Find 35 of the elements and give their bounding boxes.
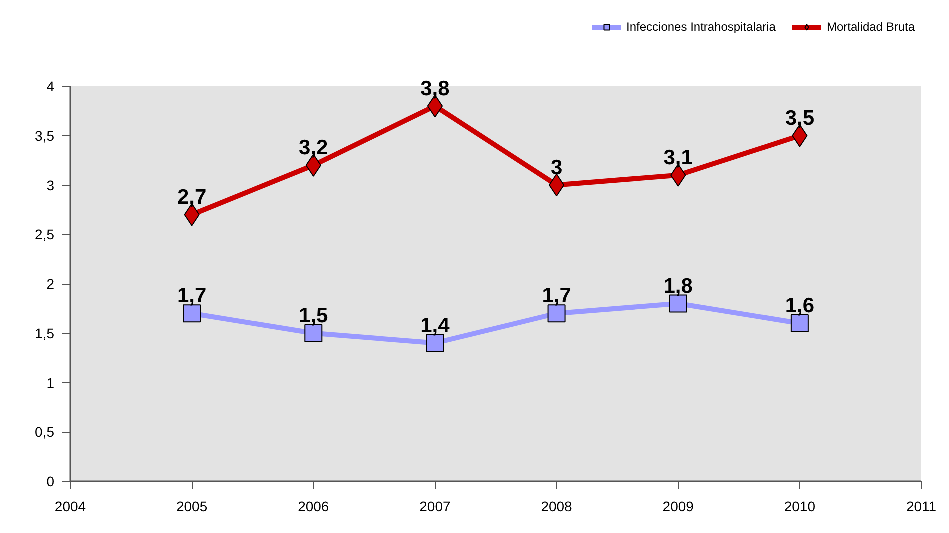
data-label: 3,1 <box>664 146 694 170</box>
point <box>548 304 566 323</box>
x-tick-label: 2009 <box>662 498 694 514</box>
x-tick-label: 2006 <box>298 498 330 514</box>
x-tick-label: 2007 <box>420 498 451 514</box>
data-label: 1,4 <box>420 314 450 338</box>
point <box>548 174 565 197</box>
x-tick-label: 2005 <box>176 498 208 514</box>
data-label: 1,5 <box>299 304 329 328</box>
y-tick-label: 0 <box>46 474 55 490</box>
data-label: 3,5 <box>785 106 815 130</box>
data-label: 1,8 <box>664 274 694 298</box>
legend-label: Mortalidad Bruta <box>826 20 915 34</box>
data-label: 1,6 <box>785 294 815 318</box>
y-tick-label: 4 <box>46 78 55 94</box>
point <box>183 304 202 323</box>
data-label: 3,2 <box>299 136 328 160</box>
y-tick-label: 0,5 <box>35 424 55 440</box>
x-tick-label: 2011 <box>906 498 937 514</box>
x-tick-label: 2004 <box>54 498 86 514</box>
y-tick-label: 3,5 <box>35 128 55 144</box>
legend-label: Infecciones Intrahospitalaria <box>626 20 776 34</box>
y-tick-label: 1 <box>46 374 55 391</box>
y-tick-label: 3 <box>46 177 55 194</box>
y-tick-label: 2,5 <box>35 226 55 243</box>
point <box>790 314 809 332</box>
x-tick-label: 2008 <box>541 498 573 514</box>
data-label: 3 <box>550 156 563 180</box>
y-tick-label: 1,5 <box>35 325 55 342</box>
data-label: 2,7 <box>177 186 207 209</box>
x-tick-label: 2010 <box>784 498 816 514</box>
data-label: 1,7 <box>177 284 207 308</box>
data-label: 3,8 <box>420 77 450 100</box>
data-label: 1,7 <box>542 284 572 308</box>
y-tick-label: 2 <box>46 276 55 292</box>
